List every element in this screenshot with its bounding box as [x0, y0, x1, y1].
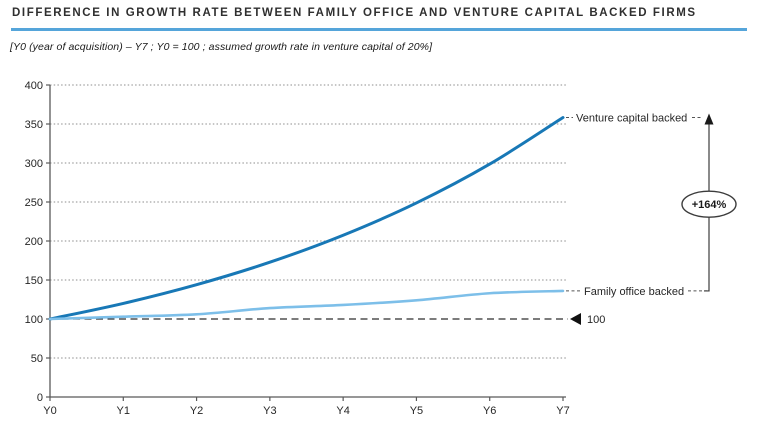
chart-subtitle: [Y0 (year of acquisition) – Y7 ; Y0 = 10… — [10, 41, 433, 53]
x-tick-label: Y5 — [410, 405, 423, 417]
title-underline — [11, 28, 747, 31]
delta-arrow — [704, 123, 710, 292]
y-tick-label: 150 — [25, 275, 43, 287]
y-tick-label: 300 — [25, 158, 43, 170]
x-tick-label: Y7 — [556, 405, 569, 417]
y-tick-label: 50 — [31, 353, 43, 365]
delta-badge — [681, 190, 737, 218]
arrow-up-icon — [704, 113, 714, 125]
y-tick-label: 400 — [25, 80, 43, 92]
x-tick-label: Y3 — [263, 405, 276, 417]
y-tick-label: 200 — [25, 236, 43, 248]
y-tick-label: 0 — [37, 392, 43, 404]
series-line-family-office-backed — [48, 289, 565, 321]
x-tick-label: Y1 — [117, 405, 130, 417]
y-tick-label: 350 — [25, 119, 43, 131]
baseline-value-label: 100 — [587, 314, 605, 326]
venture-series-label: Venture capital backed — [576, 113, 687, 125]
page-title: DIFFERENCE IN GROWTH RATE BETWEEN FAMILY… — [12, 7, 697, 19]
delta-badge-label: +164% — [692, 199, 727, 211]
growth-chart-svg: 0 50 100 150 200 250 300 350 400 Y0 Y1 Y2 Y3 Y4 Y5 Y6 Y7… — [25, 80, 737, 417]
x-tick-label: Y6 — [483, 405, 496, 417]
baseline-left-triangle-icon — [570, 313, 581, 325]
family-series-label: Family office backed — [584, 286, 684, 298]
y-tick-label: 100 — [25, 314, 43, 326]
x-tick-label: Y4 — [336, 405, 349, 417]
series-line-venture-capital-backed — [48, 116, 565, 321]
x-tick-label: Y0 — [43, 405, 56, 417]
x-tick-label: Y2 — [190, 405, 203, 417]
y-tick-label: 250 — [25, 197, 43, 209]
growth-line-chart: 0 50 100 150 200 250 300 350 400 Y0 Y1 Y2 Y3 Y4 Y5 Y6 Y7… — [0, 70, 760, 438]
